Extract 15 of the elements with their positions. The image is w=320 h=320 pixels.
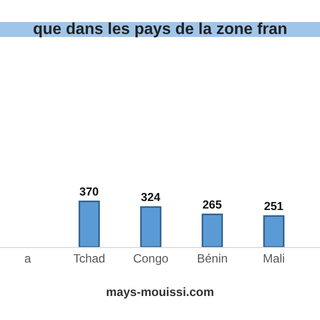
data-label: 324: [140, 191, 161, 204]
chart-title: que dans les pays de la zone fran: [33, 21, 288, 38]
x-tick-label: Congo: [133, 251, 169, 266]
bar: [263, 215, 284, 247]
x-tick-label: Bénin: [196, 251, 228, 266]
bar: [202, 214, 223, 247]
data-label: 370: [79, 185, 99, 198]
x-tick-label: Mali: [262, 251, 285, 266]
text: mays-mouissi.com: [106, 285, 214, 299]
bar: [140, 206, 162, 247]
x-tick-label: a: [24, 251, 32, 266]
data-label: 265: [202, 198, 222, 212]
data-label: 251: [264, 200, 284, 214]
x-tick-label: Tchad: [73, 251, 106, 266]
bar: [78, 200, 100, 247]
